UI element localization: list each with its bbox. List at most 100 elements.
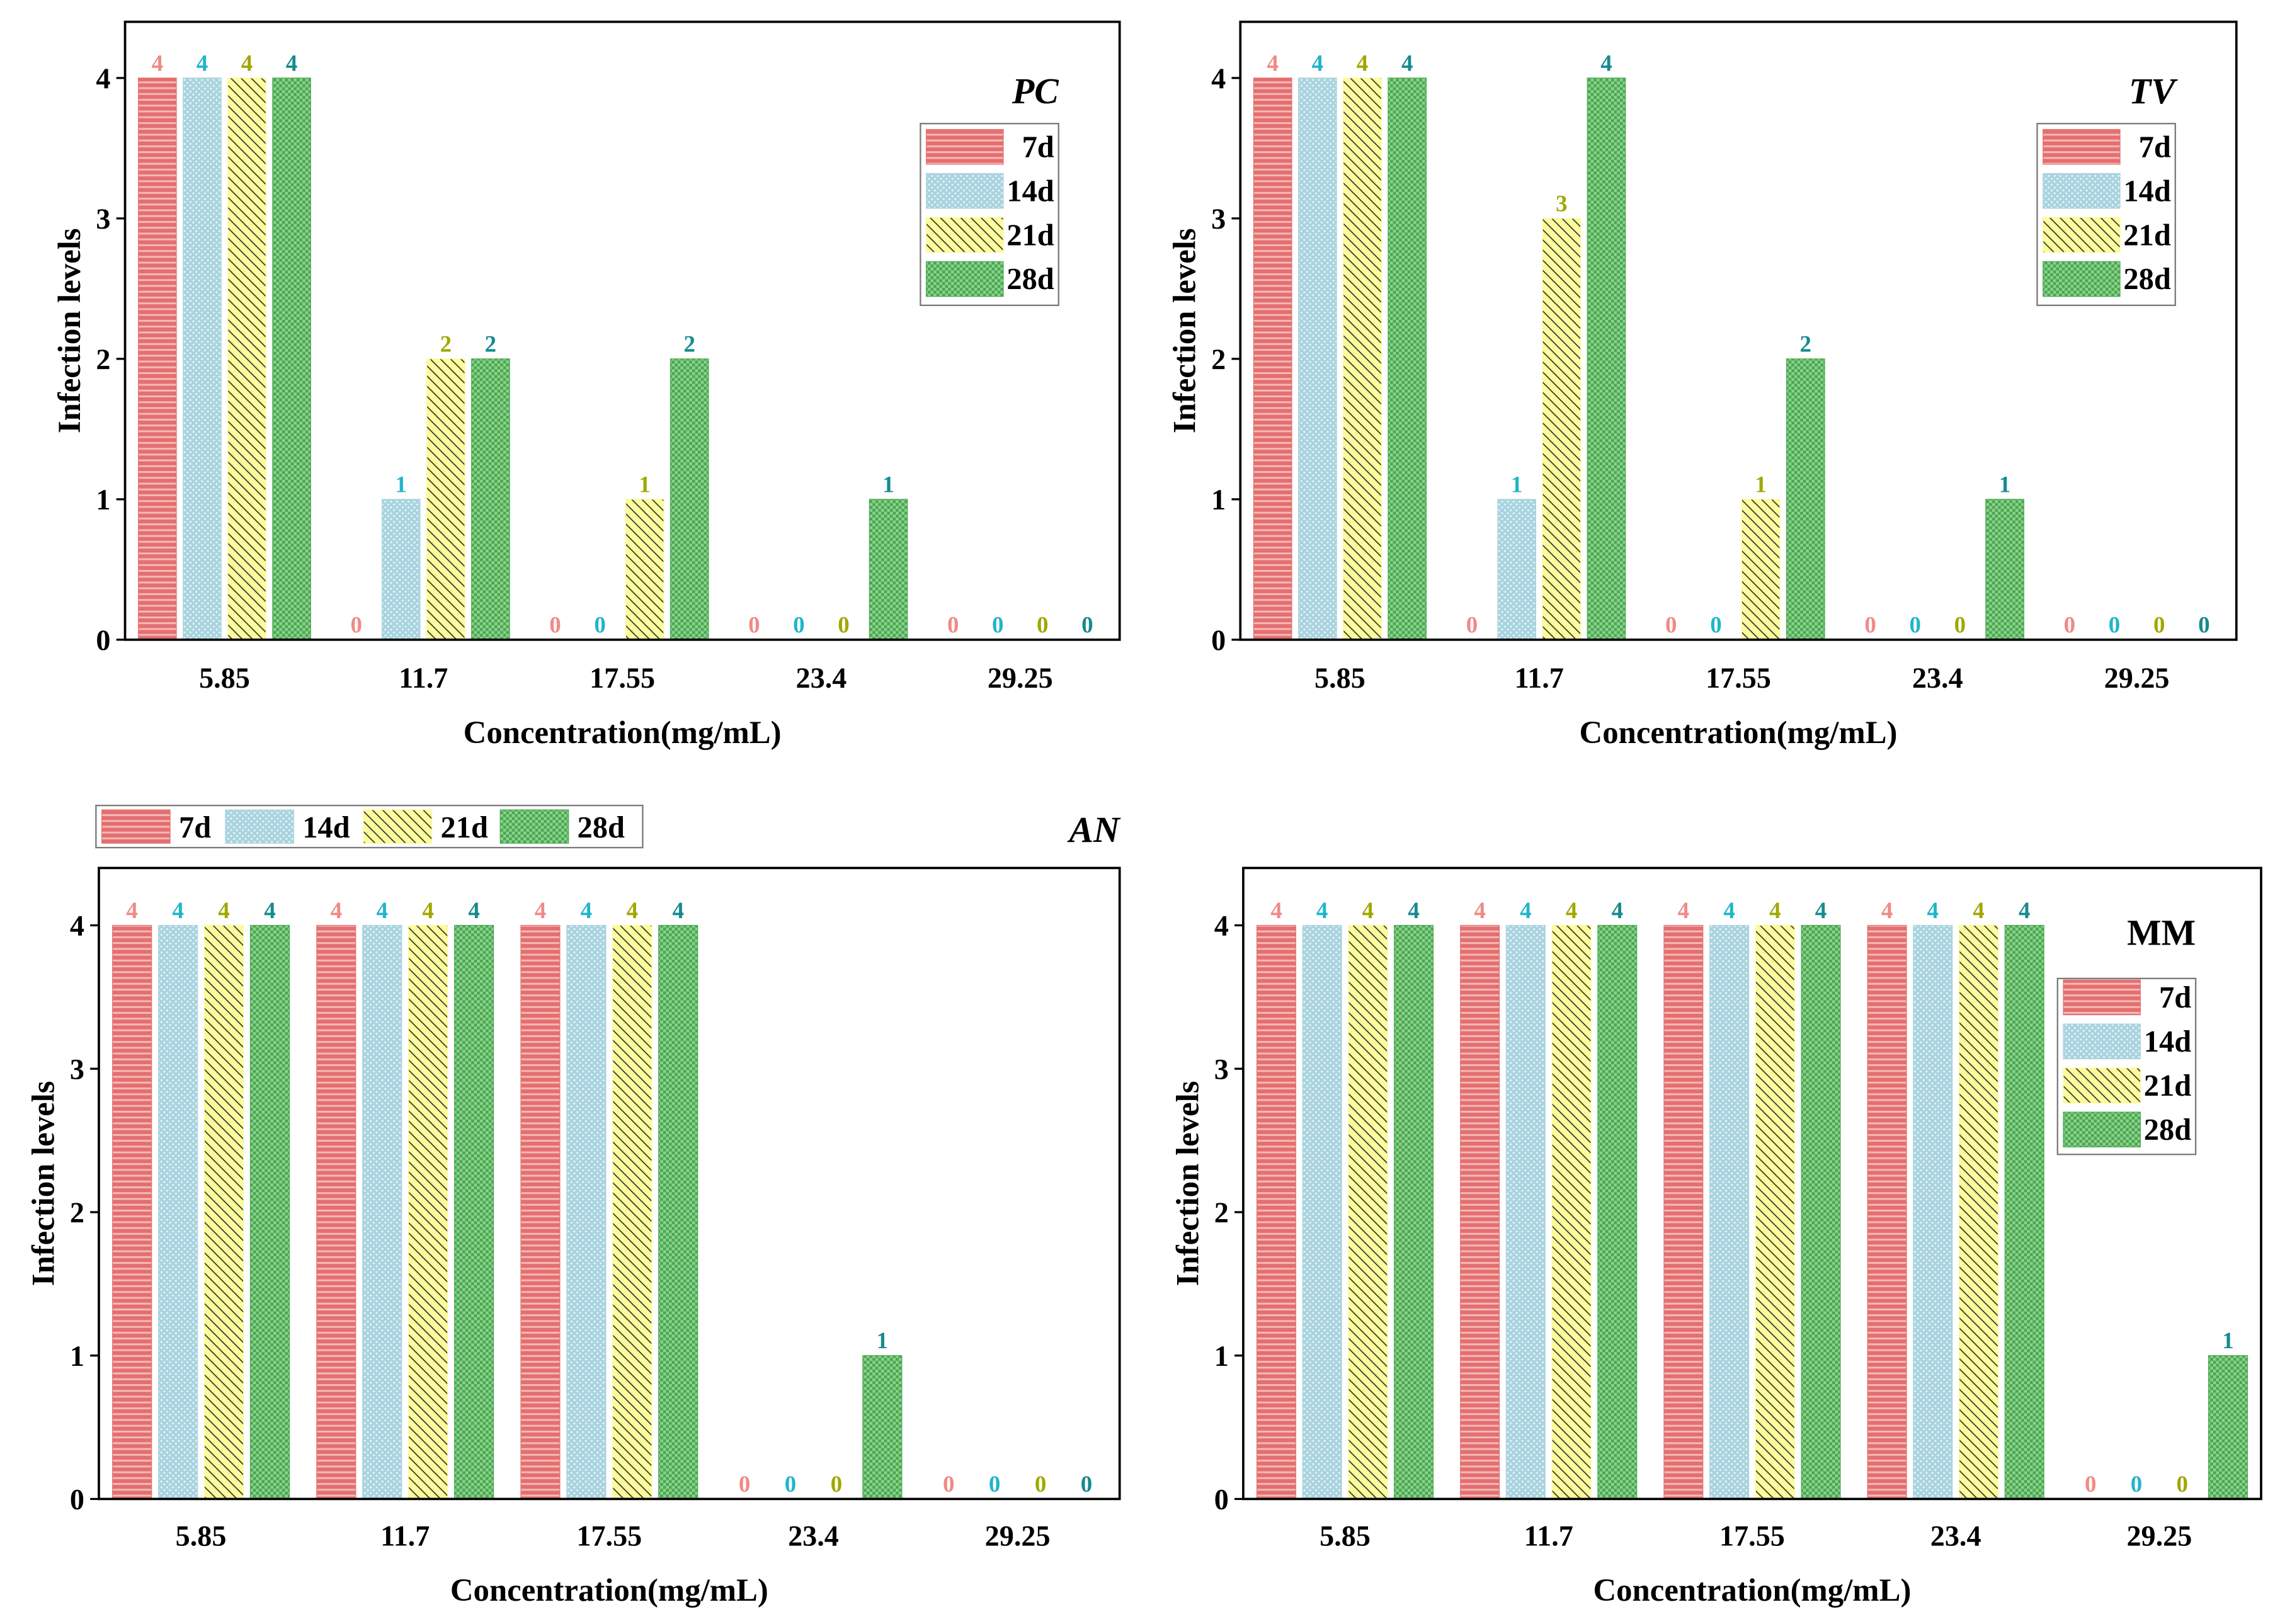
legend-label: 14d bbox=[2144, 1025, 2191, 1059]
bar-14d-cat1 bbox=[183, 77, 222, 640]
bar-28d-cat2 bbox=[1597, 924, 1638, 1500]
legend-item-7d: 7d bbox=[2063, 979, 2191, 1016]
legend-swatch bbox=[926, 261, 1004, 297]
y-tick-label: 1 bbox=[1214, 1340, 1229, 1372]
bar-7d-cat2 bbox=[316, 924, 356, 1500]
x-axis-tick-labels: 5.85 11.7 17.55 23.4 29.25 bbox=[1320, 1519, 2192, 1552]
chart-panel-an: 4 4 4 4 4 4 4 4 4 4 4 4 0 0 0 1 0 0 0 0 5.85 11.7 17.55 23.4 29.… bbox=[25, 804, 1121, 1608]
x-axis-title: Concentration(mg/mL) bbox=[450, 1572, 768, 1608]
x-tick-label: 23.4 bbox=[796, 662, 847, 694]
bar-28d-cat3 bbox=[670, 358, 709, 640]
bar-28d-cat2 bbox=[1587, 77, 1626, 640]
legend-swatch bbox=[2043, 261, 2121, 297]
data-label-21d-cat1: 4 bbox=[1362, 897, 1374, 923]
data-labels: 4 4 4 4 0 1 2 2 0 0 1 2 0 0 0 1 0 0 0 0 bbox=[152, 50, 1093, 637]
bar-28d-cat1 bbox=[1388, 77, 1427, 640]
chart-panel-pc: 4 4 4 4 0 1 2 2 0 0 1 2 0 0 0 1 0 0 0 0 5.85 11.7 17.55 23.4 29.… bbox=[52, 20, 1121, 750]
data-label-21d-cat4: 0 bbox=[1954, 611, 1966, 637]
legend: 7d 14d 21d 28d bbox=[2056, 977, 2197, 1156]
legend-label: 14d bbox=[2123, 174, 2170, 208]
bar-28d-cat3 bbox=[1786, 358, 1825, 640]
bar-7d-cat1 bbox=[112, 924, 152, 1500]
data-label-7d-cat3: 4 bbox=[1678, 897, 1689, 923]
bar-21d-cat1 bbox=[227, 77, 266, 640]
chart-panel-tv: 4 4 4 4 0 1 3 4 0 0 1 2 0 0 0 1 0 0 0 0 5.85 11.7 17.55 23.4 29.… bbox=[1167, 20, 2238, 750]
x-tick-label: 17.55 bbox=[590, 662, 655, 694]
plot-frame bbox=[1239, 20, 2238, 641]
data-label-7d-cat2: 0 bbox=[1466, 611, 1478, 637]
y-tick-label: 0 bbox=[1211, 624, 1226, 656]
bar-14d-cat3 bbox=[1709, 924, 1750, 1500]
data-label-7d-cat4: 4 bbox=[1881, 897, 1893, 923]
bar-21d-cat1 bbox=[1348, 924, 1388, 1500]
data-label-14d-cat5: 0 bbox=[989, 1471, 1000, 1497]
legend-item-14d: 14d bbox=[2043, 173, 2171, 209]
bar-14d-cat2 bbox=[362, 924, 402, 1500]
y-tick-label: 0 bbox=[1214, 1484, 1229, 1516]
data-label-21d-cat2: 2 bbox=[440, 331, 452, 356]
data-label-21d-cat5: 0 bbox=[1035, 1471, 1046, 1497]
y-tick-label: 3 bbox=[70, 1053, 84, 1085]
bar-14d-cat2 bbox=[1497, 499, 1536, 640]
legend-item-14d: 14d bbox=[926, 173, 1054, 209]
y-tick-label: 4 bbox=[70, 910, 84, 942]
data-label-28d-cat1: 4 bbox=[1408, 897, 1419, 923]
legend-label: 28d bbox=[1006, 263, 1054, 296]
legend-swatch bbox=[2063, 979, 2141, 1016]
data-label-28d-cat1: 4 bbox=[286, 50, 297, 76]
y-tick-label: 2 bbox=[1214, 1196, 1229, 1229]
x-tick-label: 5.85 bbox=[1320, 1519, 1371, 1552]
bar-28d-cat4 bbox=[1985, 499, 2024, 640]
data-label-7d-cat4: 0 bbox=[739, 1471, 750, 1497]
panel-title: AN bbox=[1068, 810, 1121, 850]
y-tick-label: 1 bbox=[96, 484, 110, 516]
legend-item-14d: 14d bbox=[2063, 1023, 2191, 1060]
y-axis-title: Infection levels bbox=[25, 1081, 60, 1286]
legend-item-21d: 21d bbox=[2043, 217, 2171, 253]
legend-item-28d: 28d bbox=[499, 809, 625, 844]
bars bbox=[1256, 924, 2248, 1500]
y-axis-title: Infection levels bbox=[1167, 228, 1202, 433]
data-label-28d-cat3: 2 bbox=[1800, 331, 1811, 356]
chart-panel-mm: 4 4 4 4 4 4 4 4 4 4 4 4 4 4 4 4 0 0 0 1 5.85 11.7 17.55 23.4 29.… bbox=[1170, 866, 2262, 1608]
data-label-21d-cat1: 4 bbox=[218, 897, 229, 923]
x-axis-tick-labels: 5.85 11.7 17.55 23.4 29.25 bbox=[176, 1519, 1051, 1552]
data-label-7d-cat1: 4 bbox=[152, 50, 163, 76]
plot-frame bbox=[123, 20, 1121, 641]
data-label-21d-cat4: 0 bbox=[831, 1471, 842, 1497]
legend-label: 21d bbox=[2123, 219, 2170, 252]
data-label-7d-cat3: 0 bbox=[549, 611, 561, 637]
data-label-7d-cat2: 0 bbox=[350, 611, 362, 637]
data-label-21d-cat3: 4 bbox=[627, 897, 638, 923]
data-label-28d-cat5: 0 bbox=[2198, 611, 2209, 637]
data-label-7d-cat1: 4 bbox=[126, 897, 137, 923]
data-label-21d-cat1: 4 bbox=[241, 50, 253, 76]
x-tick-label: 17.55 bbox=[1706, 662, 1771, 694]
data-label-28d-cat5: 0 bbox=[1081, 1471, 1092, 1497]
data-label-14d-cat2: 4 bbox=[1520, 897, 1531, 923]
bar-14d-cat1 bbox=[1298, 77, 1337, 640]
bar-28d-cat5 bbox=[2208, 1355, 2248, 1500]
data-label-14d-cat4: 0 bbox=[1909, 611, 1920, 637]
y-tick-label: 1 bbox=[70, 1340, 84, 1372]
legend-swatch bbox=[926, 128, 1004, 165]
y-tick-label: 2 bbox=[70, 1196, 84, 1229]
legend-label: 21d bbox=[1006, 219, 1054, 252]
bar-14d-cat4 bbox=[1913, 924, 1953, 1500]
bar-14d-cat2 bbox=[1505, 924, 1546, 1500]
data-label-28d-cat4: 1 bbox=[1999, 471, 2010, 497]
data-label-7d-cat3: 4 bbox=[535, 897, 546, 923]
legend-swatch bbox=[363, 809, 433, 844]
data-label-21d-cat5: 0 bbox=[2177, 1471, 2188, 1497]
legend-label: 14d bbox=[1006, 174, 1054, 208]
y-tick-label: 4 bbox=[1214, 910, 1229, 942]
bar-28d-cat1 bbox=[272, 77, 311, 640]
y-axis-ticks: 0 1 2 3 4 bbox=[96, 62, 125, 656]
bar-7d-cat2 bbox=[1460, 924, 1500, 1500]
data-label-7d-cat5: 0 bbox=[2064, 611, 2075, 637]
y-tick-label: 2 bbox=[96, 343, 110, 375]
x-tick-label: 29.25 bbox=[2126, 1519, 2192, 1552]
data-label-28d-cat4: 1 bbox=[877, 1327, 888, 1353]
data-label-7d-cat2: 4 bbox=[331, 897, 342, 923]
legend-label: 21d bbox=[2144, 1069, 2191, 1103]
